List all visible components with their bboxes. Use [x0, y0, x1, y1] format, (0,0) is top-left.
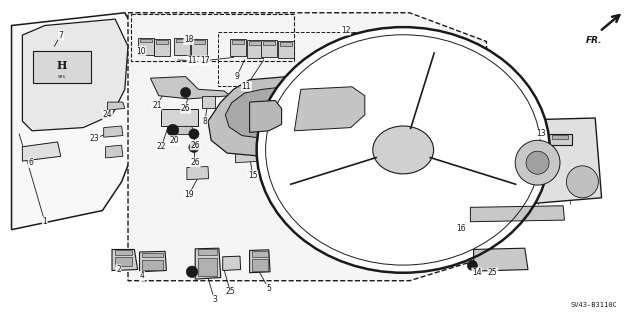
Text: 25: 25: [488, 268, 498, 277]
Polygon shape: [474, 118, 602, 207]
Bar: [161, 109, 198, 126]
Ellipse shape: [372, 126, 434, 174]
Text: FR.: FR.: [586, 35, 602, 45]
Polygon shape: [22, 142, 61, 161]
Circle shape: [186, 266, 198, 278]
Polygon shape: [549, 134, 572, 145]
Polygon shape: [140, 251, 166, 272]
Circle shape: [189, 129, 199, 139]
Bar: [193, 40, 205, 44]
Circle shape: [180, 87, 191, 98]
Polygon shape: [150, 77, 230, 99]
Text: 11: 11: [188, 56, 196, 65]
Text: 26: 26: [190, 158, 200, 167]
Text: 21: 21: [152, 101, 161, 110]
Text: H: H: [57, 60, 67, 71]
Text: 5: 5: [266, 284, 271, 293]
Text: 24: 24: [102, 110, 113, 119]
Text: 15: 15: [248, 171, 258, 180]
Polygon shape: [178, 126, 193, 135]
Text: 26: 26: [180, 104, 191, 113]
Text: 26: 26: [190, 141, 200, 150]
Text: 20: 20: [170, 136, 180, 145]
Ellipse shape: [257, 27, 550, 273]
Circle shape: [467, 260, 477, 271]
Polygon shape: [250, 100, 282, 132]
Bar: [252, 251, 268, 257]
Bar: [176, 39, 188, 42]
Bar: [142, 253, 163, 257]
Bar: [198, 258, 217, 276]
Bar: [140, 39, 152, 42]
Polygon shape: [187, 167, 209, 180]
Text: 11: 11: [242, 82, 251, 91]
Text: 4: 4: [140, 271, 145, 280]
Bar: [280, 42, 292, 46]
Bar: [156, 40, 168, 44]
Polygon shape: [278, 41, 294, 58]
Polygon shape: [22, 19, 128, 131]
Polygon shape: [230, 39, 246, 56]
Polygon shape: [106, 145, 123, 158]
Polygon shape: [138, 38, 154, 55]
Circle shape: [167, 124, 179, 136]
Bar: [252, 259, 268, 271]
Text: SV43-B3110C: SV43-B3110C: [571, 302, 618, 308]
Text: 19: 19: [184, 190, 194, 199]
Bar: [33, 51, 91, 83]
Text: 25: 25: [225, 287, 236, 296]
Text: 22: 22: [157, 142, 166, 151]
Polygon shape: [225, 87, 319, 139]
Polygon shape: [104, 126, 123, 137]
Polygon shape: [261, 40, 277, 57]
Polygon shape: [108, 102, 125, 110]
Text: 18: 18: [184, 35, 193, 44]
Polygon shape: [112, 249, 138, 271]
Text: 13: 13: [536, 130, 546, 138]
Text: 10: 10: [136, 47, 146, 56]
Text: 23: 23: [90, 134, 100, 143]
Text: 9: 9: [234, 72, 239, 81]
Polygon shape: [202, 96, 215, 108]
Polygon shape: [208, 77, 339, 156]
Polygon shape: [195, 248, 221, 279]
Text: 17: 17: [200, 56, 210, 65]
Bar: [552, 135, 568, 139]
Polygon shape: [247, 40, 263, 58]
Circle shape: [566, 166, 598, 198]
Bar: [142, 260, 163, 270]
Polygon shape: [470, 206, 564, 222]
Polygon shape: [12, 13, 141, 230]
Circle shape: [526, 151, 549, 174]
Text: SRS: SRS: [58, 75, 66, 78]
Bar: [263, 41, 275, 45]
Bar: [115, 257, 132, 266]
Polygon shape: [250, 250, 270, 273]
Polygon shape: [154, 39, 170, 56]
Text: 3: 3: [212, 295, 217, 304]
Bar: [115, 250, 132, 255]
Text: 7: 7: [58, 31, 63, 40]
Bar: [198, 249, 217, 255]
Text: 2: 2: [116, 265, 121, 274]
Text: 6: 6: [28, 158, 33, 167]
Polygon shape: [191, 39, 207, 56]
Text: 8: 8: [202, 117, 207, 126]
Polygon shape: [474, 248, 528, 271]
Bar: [232, 40, 244, 44]
Bar: [249, 41, 261, 45]
Text: 14: 14: [472, 268, 482, 277]
Polygon shape: [174, 38, 190, 55]
Polygon shape: [236, 152, 262, 163]
Circle shape: [515, 140, 560, 185]
Circle shape: [189, 142, 199, 152]
Polygon shape: [294, 87, 365, 131]
Polygon shape: [223, 256, 241, 271]
Text: 1: 1: [42, 217, 47, 226]
Text: 16: 16: [456, 224, 466, 233]
Text: 12: 12: [341, 26, 350, 35]
Polygon shape: [128, 13, 493, 281]
